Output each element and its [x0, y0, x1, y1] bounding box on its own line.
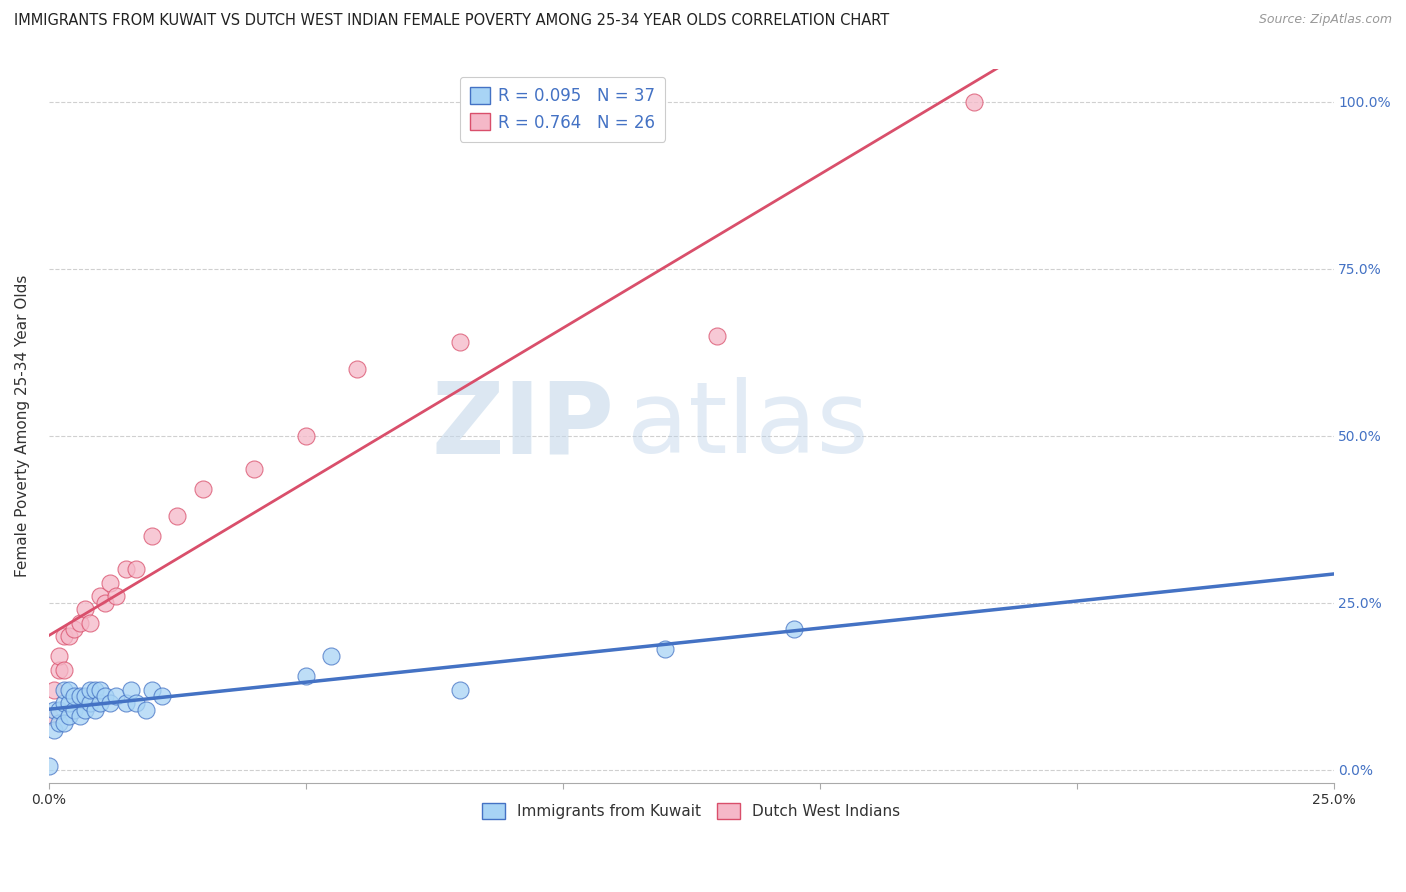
Point: [63, 702, 86, 716]
Point: [42, 723, 65, 737]
Point: [89, 589, 111, 603]
Point: [346, 362, 368, 376]
Point: [73, 690, 96, 704]
Point: [94, 690, 117, 704]
Point: [58, 682, 80, 697]
Point: [104, 690, 127, 704]
Point: [150, 690, 173, 704]
Point: [191, 482, 214, 496]
Point: [120, 682, 142, 697]
Point: [94, 596, 117, 610]
Point: [89, 696, 111, 710]
Point: [58, 696, 80, 710]
Point: [449, 335, 471, 350]
Point: [73, 602, 96, 616]
Point: [58, 709, 80, 723]
Point: [53, 696, 76, 710]
Point: [69, 615, 91, 630]
Y-axis label: Female Poverty Among 25-34 Year Olds: Female Poverty Among 25-34 Year Olds: [15, 275, 30, 577]
Point: [38, 759, 60, 773]
Point: [69, 709, 91, 723]
Point: [53, 663, 76, 677]
Point: [114, 696, 136, 710]
Point: [135, 702, 157, 716]
Legend: Immigrants from Kuwait, Dutch West Indians: Immigrants from Kuwait, Dutch West India…: [477, 797, 905, 825]
Point: [141, 682, 163, 697]
Point: [63, 690, 86, 704]
Point: [63, 623, 86, 637]
Point: [89, 682, 111, 697]
Point: [963, 95, 986, 109]
Point: [706, 328, 728, 343]
Point: [125, 562, 148, 576]
Point: [100, 575, 122, 590]
Point: [38, 709, 60, 723]
Text: Source: ZipAtlas.com: Source: ZipAtlas.com: [1258, 13, 1392, 27]
Point: [48, 649, 70, 664]
Text: ZIP: ZIP: [432, 377, 614, 475]
Point: [73, 702, 96, 716]
Point: [79, 615, 101, 630]
Text: IMMIGRANTS FROM KUWAIT VS DUTCH WEST INDIAN FEMALE POVERTY AMONG 25-34 YEAR OLDS: IMMIGRANTS FROM KUWAIT VS DUTCH WEST IND…: [14, 13, 890, 29]
Point: [294, 429, 316, 443]
Point: [84, 702, 107, 716]
Point: [166, 508, 188, 523]
Point: [42, 682, 65, 697]
Point: [53, 629, 76, 643]
Point: [125, 696, 148, 710]
Point: [654, 642, 676, 657]
Point: [449, 682, 471, 697]
Point: [84, 682, 107, 697]
Point: [141, 529, 163, 543]
Point: [294, 669, 316, 683]
Point: [114, 562, 136, 576]
Point: [53, 682, 76, 697]
Point: [783, 623, 806, 637]
Point: [53, 715, 76, 730]
Point: [48, 715, 70, 730]
Point: [100, 696, 122, 710]
Point: [321, 649, 343, 664]
Point: [79, 696, 101, 710]
Point: [69, 690, 91, 704]
Point: [58, 629, 80, 643]
Point: [79, 682, 101, 697]
Point: [48, 702, 70, 716]
Point: [104, 589, 127, 603]
Text: atlas: atlas: [627, 377, 869, 475]
Point: [42, 702, 65, 716]
Point: [243, 462, 266, 476]
Point: [48, 663, 70, 677]
